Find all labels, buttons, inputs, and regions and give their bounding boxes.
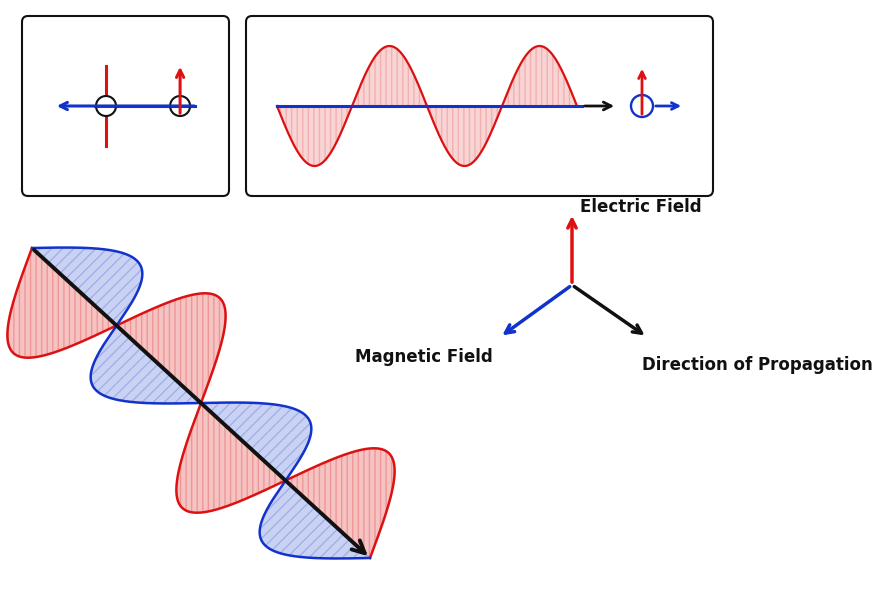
FancyBboxPatch shape [246, 16, 713, 196]
Polygon shape [32, 247, 143, 325]
FancyBboxPatch shape [22, 16, 229, 196]
Polygon shape [176, 403, 285, 513]
Polygon shape [259, 481, 370, 558]
Polygon shape [7, 248, 116, 358]
Polygon shape [117, 294, 225, 403]
Polygon shape [286, 448, 395, 558]
Text: Magnetic Field: Magnetic Field [356, 348, 493, 366]
Polygon shape [91, 326, 200, 404]
Text: Direction of Propagation: Direction of Propagation [642, 356, 873, 374]
Polygon shape [201, 403, 311, 480]
Text: Electric Field: Electric Field [580, 198, 701, 216]
